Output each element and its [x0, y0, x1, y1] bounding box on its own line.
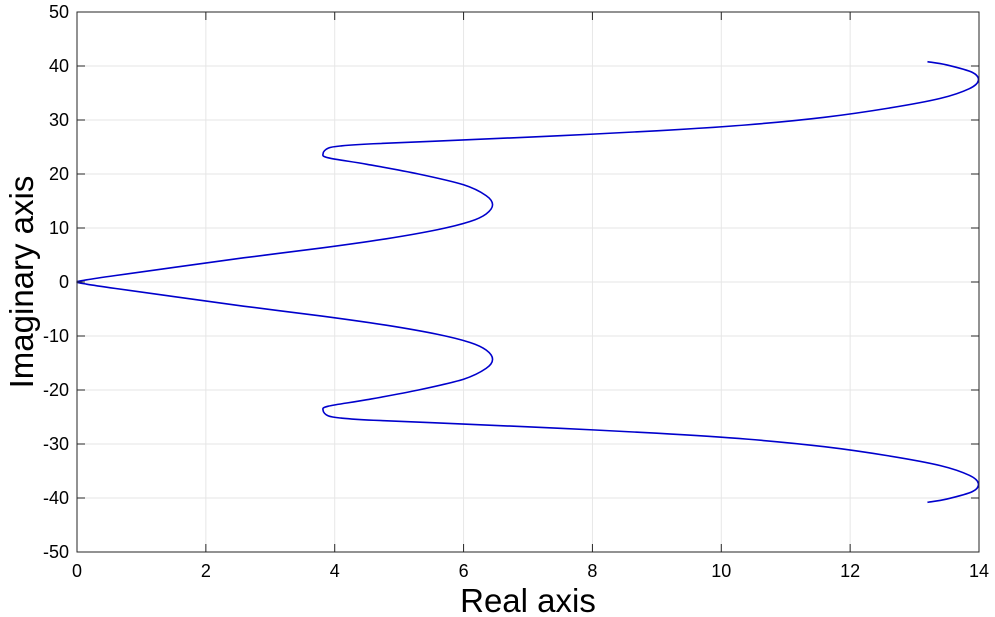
grid-lines: [76, 11, 980, 553]
y-tick-label: -10: [43, 326, 69, 346]
x-tick-label: 4: [330, 561, 340, 581]
y-tick-label: 0: [59, 272, 69, 292]
x-tick-labels: 0 2 4 6 8 10 12 14: [72, 561, 989, 581]
x-tick-label: 10: [711, 561, 731, 581]
x-tick-label: 2: [201, 561, 211, 581]
x-axis-label: Real axis: [460, 582, 596, 617]
y-tick-label: 20: [49, 164, 69, 184]
y-tick-labels: -50 -40 -30 -20 -10 0 10 20 30 40 50: [43, 2, 69, 562]
x-tick-label: 0: [72, 561, 82, 581]
y-axis-label: Imaginary axis: [3, 176, 40, 389]
y-tick-label: -30: [43, 434, 69, 454]
y-tick-label: 40: [49, 56, 69, 76]
x-tick-label: 12: [840, 561, 860, 581]
x-tick-label: 6: [459, 561, 469, 581]
y-tick-label: 10: [49, 218, 69, 238]
x-tick-label: 8: [587, 561, 597, 581]
x-tick-label: 14: [969, 561, 989, 581]
y-tick-label: 30: [49, 110, 69, 130]
y-tick-label: -40: [43, 488, 69, 508]
y-tick-label: -50: [43, 542, 69, 562]
axis-ticks: [76, 11, 980, 553]
y-tick-label: -20: [43, 380, 69, 400]
y-tick-label: 50: [49, 2, 69, 22]
